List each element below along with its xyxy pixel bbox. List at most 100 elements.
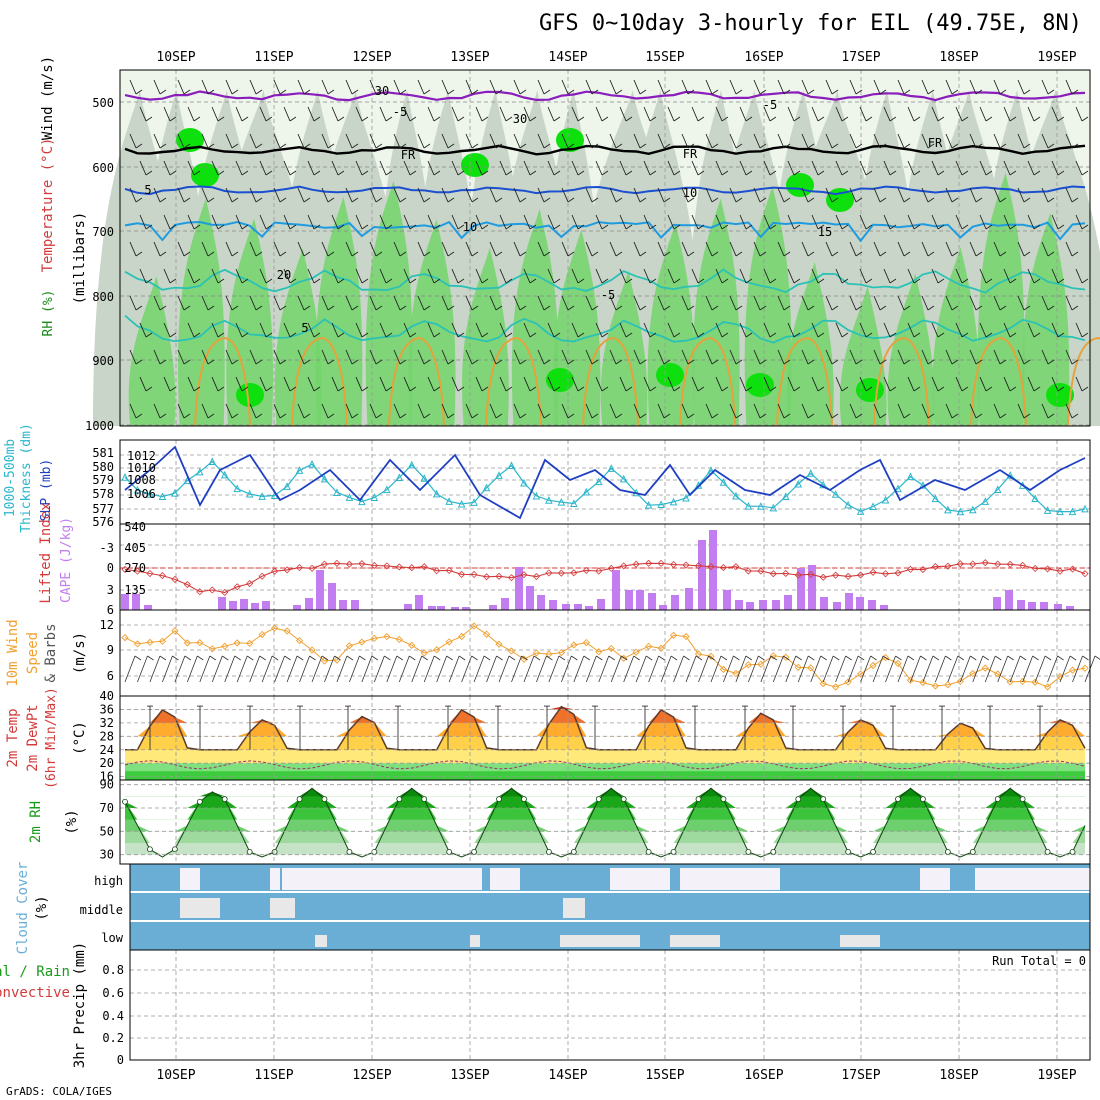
- wind-barb-flag: [447, 413, 455, 419]
- wind-barb: [955, 322, 963, 338]
- wind-barb-flag: [1071, 197, 1079, 203]
- wind-barb: [993, 187, 1001, 203]
- cape-bar: [597, 599, 605, 610]
- surface-wind-barb-flag: [309, 655, 316, 661]
- wind-barb-flag: [1023, 359, 1031, 365]
- slp-tick-label: 1006: [127, 487, 156, 501]
- wind-barb: [619, 106, 627, 122]
- wind-barb: [393, 295, 401, 311]
- wind-barb: [931, 376, 939, 392]
- surface-wind-barb: [398, 655, 410, 683]
- wind-barb: [777, 349, 785, 365]
- wind-barb: [1027, 268, 1035, 284]
- li-marker: [1068, 565, 1077, 573]
- wind-barb: [1051, 322, 1059, 338]
- wind-barb-flag: [543, 359, 551, 365]
- wind-barb: [369, 241, 377, 257]
- rh-marker: [645, 848, 652, 855]
- thickness-marker: [520, 478, 528, 487]
- wind-barb: [801, 349, 809, 365]
- wind-barb: [345, 295, 353, 311]
- wind-barb-flag: [495, 251, 503, 257]
- li-marker: [744, 567, 752, 575]
- wind-barb: [1017, 241, 1025, 257]
- wind-barb: [187, 268, 195, 284]
- surface-wind-barb-flag: [284, 655, 291, 661]
- wind-barb-flag: [783, 143, 791, 149]
- wind-barb: [955, 376, 963, 392]
- wind-barb-flag: [841, 386, 849, 392]
- surface-wind-barb: [810, 655, 822, 683]
- wind-barb-flag: [711, 305, 719, 311]
- wind-barb: [705, 133, 713, 149]
- wind-barb: [259, 268, 267, 284]
- surface-wind-barb: [860, 655, 871, 683]
- surface-wind-barb: [710, 655, 722, 683]
- rh-marker: [820, 796, 827, 803]
- wind-barb-flag: [961, 278, 969, 284]
- wind-speed-marker: [694, 650, 703, 658]
- li-marker: [133, 567, 142, 575]
- wind-barb: [297, 349, 305, 365]
- wind-barb-flag: [999, 251, 1007, 257]
- wind-barb-flag: [793, 224, 801, 230]
- temp-contour-25-arch: [776, 336, 833, 427]
- li-marker: [906, 565, 915, 573]
- wind-speed-marker: [644, 642, 653, 650]
- surface-wind-barb-flag: [159, 655, 167, 661]
- high-cloud-block: [490, 868, 520, 890]
- wind-barb-flag: [975, 197, 983, 203]
- wind-barb: [667, 376, 675, 392]
- wind-barb: [537, 187, 545, 203]
- wind-barb-flag: [529, 386, 537, 392]
- wind-barb-flag: [783, 197, 791, 203]
- wind-speed-marker: [532, 649, 541, 657]
- rh-marker: [695, 796, 702, 803]
- bottom-date-label: 17SEP: [841, 1068, 880, 1083]
- slp-tick-label: 1008: [127, 473, 156, 487]
- wind-barb: [307, 214, 315, 230]
- thickness-marker: [146, 490, 154, 498]
- surface-wind-barb-flag: [733, 655, 740, 661]
- li-marker: [732, 563, 740, 571]
- surface-wind-barb: [1022, 655, 1034, 683]
- surface-wind-barb: [623, 655, 635, 683]
- wind-barb-flag: [255, 413, 263, 419]
- wind-barb-flag: [409, 224, 417, 230]
- surface-wind-barb: [822, 655, 834, 683]
- wind-barb-flag: [855, 143, 863, 149]
- wind-barb-flag: [543, 413, 551, 419]
- wind-barb: [1017, 187, 1025, 203]
- wind-barb-flag: [169, 170, 177, 176]
- rh-marker: [920, 796, 926, 803]
- li-marker: [757, 567, 765, 575]
- cape-bar: [526, 586, 534, 610]
- wind-barb: [705, 349, 713, 365]
- rh-green-area: [177, 198, 225, 426]
- li-marker: [570, 569, 578, 577]
- wind-barb: [921, 187, 929, 203]
- wind-barb-flag: [759, 251, 767, 257]
- wind-barb: [883, 214, 891, 230]
- thickness-marker: [407, 460, 416, 469]
- wind-barb-flag: [399, 359, 407, 365]
- wind-barb-flag: [241, 116, 249, 122]
- wind-speed-marker: [158, 637, 167, 645]
- wind-barb: [921, 349, 929, 365]
- surface-wind-barb-flag: [508, 655, 516, 661]
- li-marker: [183, 580, 191, 589]
- wind-barb-flag: [745, 278, 753, 284]
- wind-barb-flag: [649, 170, 657, 176]
- wind-barb-flag: [255, 89, 263, 95]
- wind-barb: [417, 241, 425, 257]
- wind-barb-flag: [1057, 386, 1065, 392]
- rh-green-area: [462, 247, 509, 426]
- wind-barb-flag: [577, 170, 585, 176]
- wind-barb-flag: [663, 305, 671, 311]
- li-marker: [171, 575, 179, 583]
- wind-barb: [585, 349, 593, 365]
- wind-barb: [177, 133, 185, 149]
- wind-barb-flag: [351, 359, 359, 365]
- temp-contour-25-arch: [582, 336, 639, 427]
- wind-barb-flag: [183, 359, 191, 365]
